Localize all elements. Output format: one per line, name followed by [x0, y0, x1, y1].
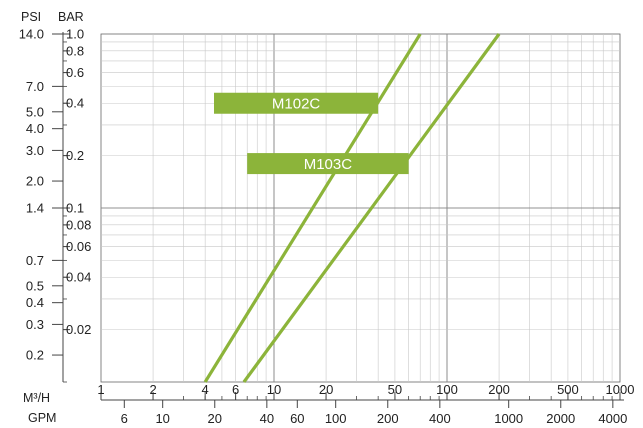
bar-tick-label: 0.2	[66, 148, 84, 163]
bar-axis-title: BAR	[58, 10, 84, 24]
m3h-tick-label: 1000	[606, 382, 635, 397]
psi-tick-label: 0.2	[26, 348, 44, 363]
m3h-tick-label: 6	[232, 382, 239, 397]
bar-tick-label: 0.1	[66, 201, 84, 216]
psi-axis-title: PSI	[21, 10, 41, 24]
psi-tick-label: 1.4	[26, 201, 44, 216]
grid	[100, 33, 621, 383]
bar-tick-label: 0.8	[66, 43, 84, 58]
bar-tick-label: 0.04	[66, 270, 91, 285]
bar-tick-label: 0.6	[66, 65, 84, 80]
psi-tick-label: 0.3	[26, 317, 44, 332]
series-label-band-m103c	[247, 153, 409, 175]
axes	[52, 32, 624, 408]
psi-tick-label: 3.0	[26, 143, 44, 158]
gpm-tick-label: 6	[121, 411, 128, 426]
m3h-tick-label: 10	[267, 382, 281, 397]
gpm-tick-label: 200	[377, 411, 399, 426]
gpm-tick-label: 20	[208, 411, 222, 426]
series-label-m102c: M102C	[272, 96, 321, 113]
m3h-tick-label: 4	[202, 382, 209, 397]
series-line-m103c	[242, 33, 501, 383]
m3h-tick-label: 1	[97, 382, 104, 397]
m3h-tick-label: 2	[149, 382, 156, 397]
bar-tick-label: 0.02	[66, 322, 91, 337]
tick-labels: 1.00.80.60.40.20.10.080.060.040.0214.07.…	[19, 10, 635, 426]
gpm-tick-label: 100	[325, 411, 347, 426]
series-label-m103c: M103C	[304, 156, 353, 173]
psi-tick-label: 0.4	[26, 295, 44, 310]
bar-tick-label: 0.08	[66, 217, 91, 232]
gpm-tick-label: 1000	[494, 411, 523, 426]
gpm-tick-label: 10	[155, 411, 169, 426]
m3h-tick-label: 200	[488, 382, 510, 397]
psi-tick-label: 2.0	[26, 174, 44, 189]
psi-tick-label: 5.0	[26, 104, 44, 119]
series-label-bands: M102C M103C	[214, 92, 409, 175]
gpm-axis-title: GPM	[28, 411, 56, 425]
gpm-tick-label: 60	[290, 411, 304, 426]
psi-tick-label: 0.7	[26, 253, 44, 268]
series-label-band-m102c	[214, 92, 379, 114]
gpm-tick-label: 4000	[598, 411, 627, 426]
flow-curves	[203, 33, 501, 383]
psi-tick-label: 14.0	[19, 27, 44, 42]
psi-tick-label: 4.0	[26, 121, 44, 136]
bar-tick-label: 1.0	[66, 27, 84, 42]
m3h-tick-label: 500	[557, 382, 579, 397]
m3h-axis-title: M³/H	[23, 391, 50, 405]
m3h-tick-label: 20	[319, 382, 333, 397]
m3h-tick-label: 100	[436, 382, 458, 397]
bar-tick-label: 0.06	[66, 239, 91, 254]
psi-tick-label: 0.5	[26, 278, 44, 293]
psi-tick-label: 7.0	[26, 79, 44, 94]
m3h-tick-label: 50	[388, 382, 402, 397]
gpm-tick-label: 400	[429, 411, 451, 426]
bar-tick-label: 0.4	[66, 96, 84, 111]
series-line-m102c	[203, 33, 422, 383]
gpm-tick-label: 2000	[546, 411, 575, 426]
gpm-tick-label: 40	[260, 411, 274, 426]
